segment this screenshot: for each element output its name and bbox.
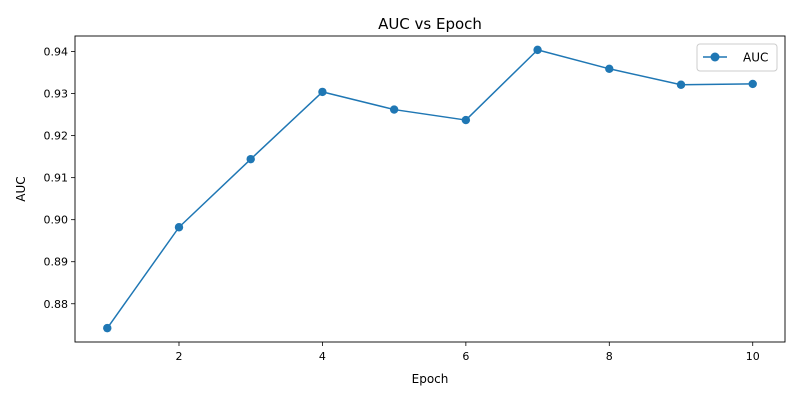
data-point xyxy=(748,79,757,89)
data-point xyxy=(676,80,686,89)
x-tick-label: 6 xyxy=(462,350,469,363)
y-axis-label: AUC xyxy=(14,176,28,201)
y-tick-label: 0.92 xyxy=(44,130,69,143)
y-tick-label: 0.93 xyxy=(44,88,69,101)
axes-frame xyxy=(74,35,786,343)
legend-box xyxy=(696,43,778,72)
plot-area xyxy=(103,45,757,333)
y-tick-label: 0.91 xyxy=(44,172,69,185)
x-tick-label: 8 xyxy=(606,350,613,363)
x-axis-label: Epoch xyxy=(412,372,449,386)
series-line xyxy=(106,49,753,329)
y-tick-label: 0.88 xyxy=(44,298,69,311)
legend-label: AUC xyxy=(743,51,768,65)
legend: AUC xyxy=(696,43,778,72)
data-point xyxy=(461,115,471,125)
y-tick-label: 0.90 xyxy=(44,214,69,227)
legend-marker xyxy=(710,52,720,62)
data-point xyxy=(103,323,112,333)
x-tick-label: 2 xyxy=(175,350,182,363)
data-point xyxy=(246,154,255,164)
y-tick-label: 0.89 xyxy=(44,256,69,269)
data-point xyxy=(318,87,327,97)
y-axis: 0.88 0.89 0.90 0.91 0.92 0.93 0.94 xyxy=(44,46,75,311)
x-axis: 2 4 6 8 10 xyxy=(175,342,760,363)
data-point xyxy=(605,64,614,73)
x-tick-label: 4 xyxy=(319,350,326,363)
data-point xyxy=(389,105,399,114)
y-tick-label: 0.94 xyxy=(44,46,69,59)
chart-title: AUC vs Epoch xyxy=(378,15,482,33)
x-tick-label: 10 xyxy=(746,350,760,363)
data-point xyxy=(533,45,542,55)
data-point xyxy=(174,223,184,232)
